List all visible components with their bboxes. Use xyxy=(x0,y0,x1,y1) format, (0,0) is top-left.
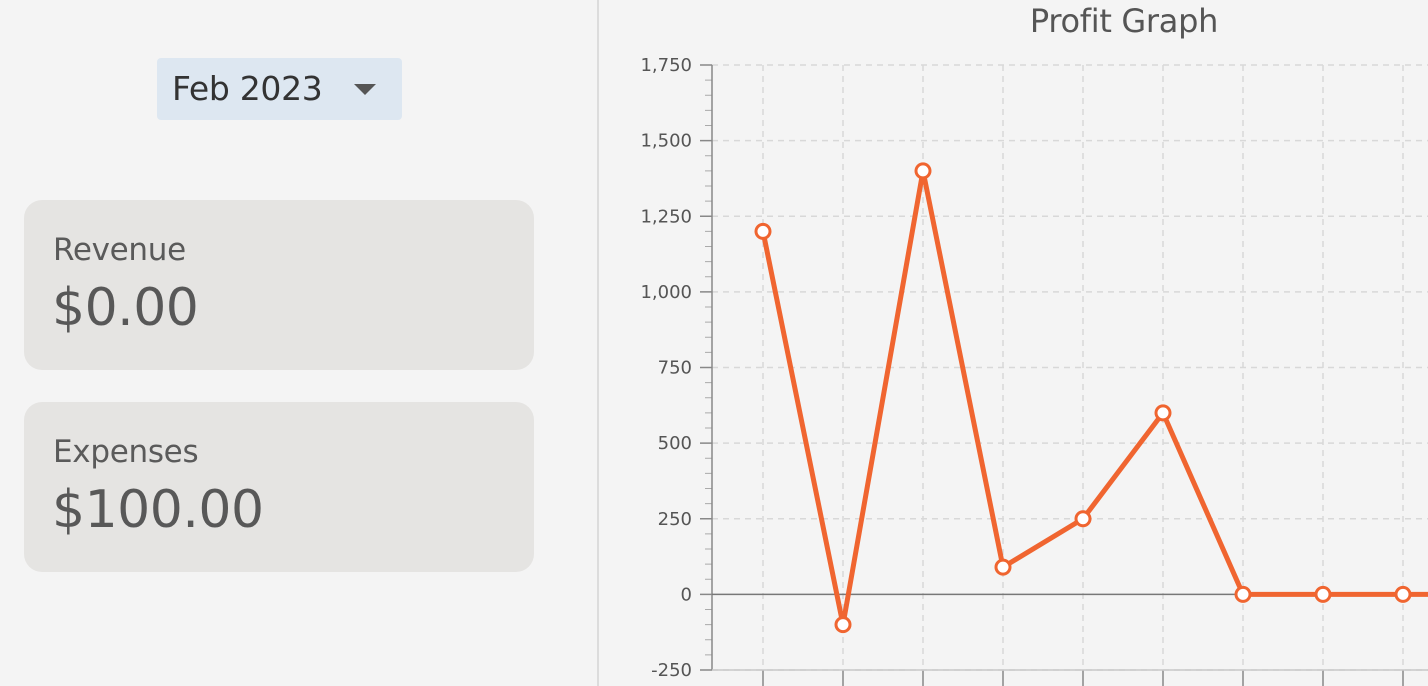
y-tick-label: 1,750 xyxy=(640,55,692,76)
chevron-down-icon[interactable] xyxy=(354,84,376,95)
chart-title: Profit Graph xyxy=(1029,2,1219,40)
summary-panel: Feb 2023 Revenue $0.00 Expenses $100.00 xyxy=(0,0,597,686)
expenses-value: $100.00 xyxy=(52,480,264,540)
chart-svg: 1,750 1,500 1,250 1,000 750 500 250 0 -250 xyxy=(640,55,1428,686)
expenses-card: Expenses $100.00 xyxy=(24,402,534,572)
panel-divider xyxy=(597,0,599,686)
month-select-value: Feb 2023 xyxy=(172,69,323,108)
data-point xyxy=(994,558,1012,576)
y-tick-label: 0 xyxy=(681,584,692,605)
y-tick-label: 750 xyxy=(658,358,692,379)
data-point xyxy=(1394,585,1412,603)
y-tick-label: 1,000 xyxy=(640,282,692,303)
data-point xyxy=(1154,404,1172,422)
data-point xyxy=(834,616,852,634)
data-point xyxy=(1314,585,1332,603)
y-tick-label: -250 xyxy=(651,660,692,681)
data-point xyxy=(914,162,932,180)
revenue-card: Revenue $0.00 xyxy=(24,200,534,370)
y-tick-label: 1,250 xyxy=(640,206,692,227)
series-line xyxy=(760,168,1428,628)
data-point xyxy=(1074,510,1092,528)
y-tick-label: 500 xyxy=(658,433,692,454)
data-point xyxy=(754,222,772,240)
revenue-label: Revenue xyxy=(53,232,186,268)
y-tick-label: 1,500 xyxy=(640,131,692,152)
profit-chart: Profit Graph 1,750 1,500 1,250 1,000 750 500 2… xyxy=(599,0,1428,686)
expenses-label: Expenses xyxy=(53,434,199,470)
y-tick-label: 250 xyxy=(658,509,692,530)
revenue-value: $0.00 xyxy=(52,278,199,338)
month-select-dropdown[interactable]: Feb 2023 xyxy=(157,58,402,120)
data-point xyxy=(1234,585,1252,603)
